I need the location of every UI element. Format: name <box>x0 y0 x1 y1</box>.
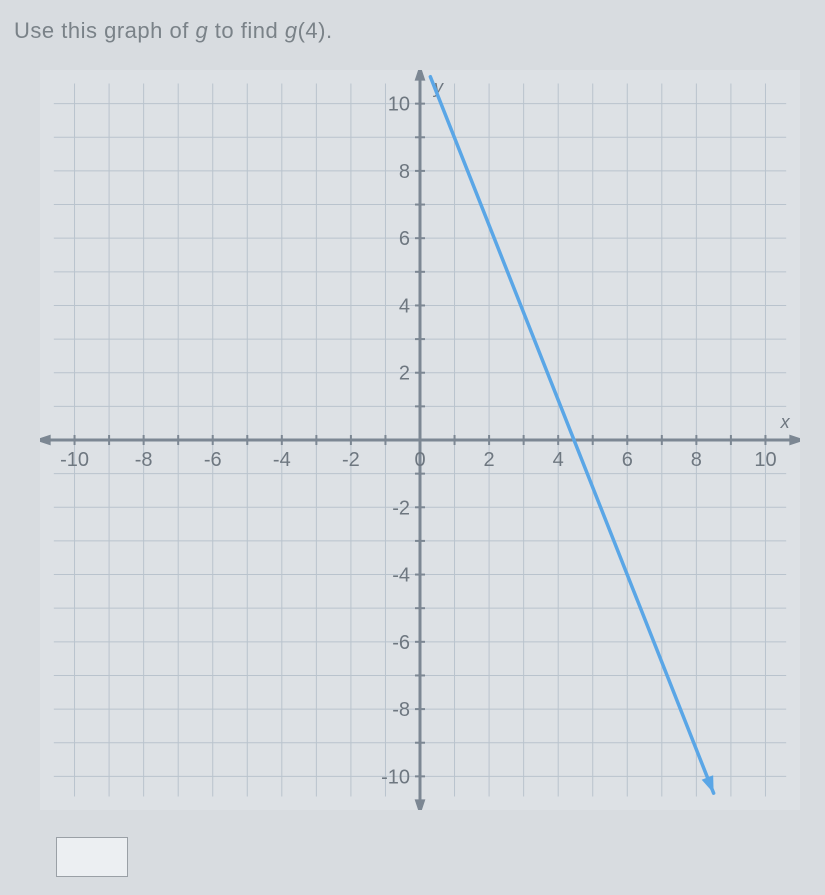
graph-chart: -10-8-6-4-20246810246810-2-4-6-8-10xy <box>40 70 800 810</box>
svg-text:-6: -6 <box>392 632 410 654</box>
svg-text:8: 8 <box>399 161 410 183</box>
svg-text:8: 8 <box>691 449 702 471</box>
svg-text:-8: -8 <box>392 699 410 721</box>
svg-text:10: 10 <box>388 94 410 116</box>
svg-text:-6: -6 <box>204 449 222 471</box>
svg-text:-2: -2 <box>392 497 410 519</box>
svg-text:-4: -4 <box>392 565 410 587</box>
question-fn1: g <box>195 18 208 43</box>
svg-text:10: 10 <box>754 449 776 471</box>
answer-input[interactable] <box>56 837 128 877</box>
question-suffix: . <box>326 18 333 43</box>
question-text: Use this graph of g to find g(4). <box>14 18 333 44</box>
svg-text:-2: -2 <box>342 449 360 471</box>
svg-text:4: 4 <box>553 449 564 471</box>
svg-text:0: 0 <box>414 449 425 471</box>
svg-text:-10: -10 <box>60 449 89 471</box>
question-prefix: Use this graph of <box>14 18 195 43</box>
svg-text:2: 2 <box>484 449 495 471</box>
svg-text:6: 6 <box>399 228 410 250</box>
svg-text:-10: -10 <box>381 766 410 788</box>
question-mid: to find <box>208 18 285 43</box>
question-fn2: g <box>285 18 298 43</box>
svg-text:-4: -4 <box>273 449 291 471</box>
svg-text:x: x <box>780 412 791 432</box>
chart-svg: -10-8-6-4-20246810246810-2-4-6-8-10xy <box>40 70 800 810</box>
question-arg: (4) <box>298 18 326 43</box>
svg-text:4: 4 <box>399 295 410 317</box>
svg-text:-8: -8 <box>135 449 153 471</box>
svg-text:6: 6 <box>622 449 633 471</box>
svg-text:2: 2 <box>399 363 410 385</box>
